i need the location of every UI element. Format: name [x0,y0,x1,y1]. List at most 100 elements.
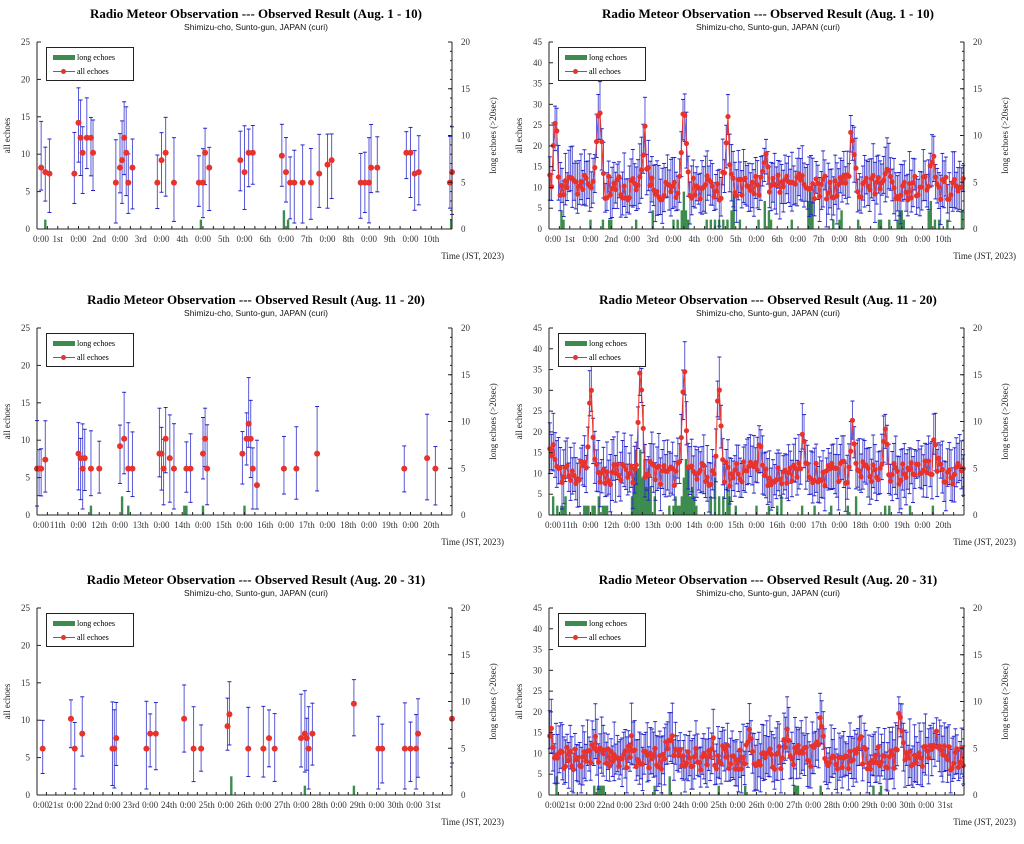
all-echo-point [709,746,715,752]
all-echo-point [649,175,655,181]
y-tick-label: 20 [533,141,543,151]
all-echo-point [162,149,169,156]
all-echo-point [195,179,202,186]
x-tick-label: 13th [133,520,150,530]
x-tick-label: 7th [301,234,313,244]
all-echo-point [166,455,173,462]
long-echo-bar [653,785,656,795]
all-echo-point [732,467,738,473]
all-echo-point [183,465,190,472]
all-echo-point [784,173,790,179]
x-tick-label: 0:00 [195,234,212,244]
all-echo-point [870,462,876,468]
all-echo-point [626,470,633,477]
chart-panel: 0 5 10 15 20 25 0 5 10 15 20 0:00 1st 0:00 2nd 0:00 3rd 0… [0,0,512,278]
all-echo-point [650,752,657,758]
all-echo-point [42,456,49,463]
x-tick-label: 9th [896,234,908,244]
all-echo-point [817,715,823,721]
all-echo-point [316,170,323,177]
long-echo-bar [757,219,760,229]
all-echo-point [283,169,289,176]
x-tick-label: 0:00 [692,800,709,810]
x-tick-label: 17th [811,520,828,530]
y-tick-label: 10 [533,468,543,478]
all-echo-point [243,435,250,442]
all-echo-point [778,766,784,772]
all-echo-point [836,478,842,485]
long-echo-bar [583,505,586,515]
all-echo-point [908,460,914,466]
all-echo-point [727,761,734,767]
all-echo-point [71,745,78,752]
y2-tick-label: 0 [461,510,466,520]
long-echo-bar [743,785,747,795]
long-echo-bar [676,505,679,515]
all-echo-point [241,169,248,176]
long-echo-bar [185,505,188,515]
x-tick-label: 0:00 [33,234,50,244]
all-echo-point [936,184,942,190]
x-tick-label: 0:00 [730,800,747,810]
all-echo-point [747,187,754,193]
y-tick-label: 15 [533,162,543,172]
all-echo-point [564,463,570,469]
all-echo-point [111,745,118,752]
x-tick-label: 0:00 [236,234,253,244]
all-echo-point [280,465,287,472]
all-echo-point [303,735,310,742]
legend-label-long: long echoes [77,52,115,62]
all-echo-point [245,420,252,427]
all-echo-point [872,752,878,758]
x-tick-label: 0:00 [624,234,641,244]
x-tick-label: 0:00 [545,800,562,810]
x-tick-label: 30th [387,800,404,810]
all-echo-point [829,460,835,467]
all-echo-point [863,175,869,181]
all-echo-point [697,467,703,473]
y-tick-label: 25 [533,686,543,696]
y-tick-label: 0 [26,790,31,800]
long-echo-bar [888,505,891,515]
y-tick-label: 25 [21,603,31,613]
long-echo-bar [120,496,124,515]
all-echo-point [925,458,932,464]
all-echo-point [610,758,616,765]
all-echo-point [247,435,254,442]
all-echo-point [704,173,710,179]
all-echo-point [143,745,150,752]
all-echo-point [936,455,942,461]
all-echo-point [868,478,875,485]
all-echo-point [190,745,197,752]
all-echo-point [949,765,955,771]
all-echo-point [665,746,671,752]
all-echo-point [818,181,824,187]
y2-tick-label: 10 [461,131,471,141]
x-tick-label: 4th [688,234,700,244]
x-tick-label: 16th [769,520,786,530]
error-bars [547,341,966,514]
all-echo-point [38,164,45,171]
legend-item-long-echoes: long echoes [53,337,115,349]
all-echo-point [858,194,864,200]
all-echo-point [799,431,805,437]
x-tick-label: 0:00 [707,520,724,530]
all-echo-point [778,480,785,487]
all-echo-point [711,194,717,200]
x-tick-label: 18th [852,520,869,530]
x-axis-label: Time (JST, 2023) [953,817,1016,827]
long-echo-bar [603,505,607,515]
all-echo-point [554,128,560,134]
all-echo-point [697,196,703,202]
x-tick-label: 0:00 [319,520,336,530]
x-tick-label: 0:00 [843,800,860,810]
all-echo-point [938,196,944,202]
all-echo-point [797,466,804,472]
all-echo-point [753,459,759,466]
all-echo-point [782,744,789,750]
all-echo-point [568,477,574,483]
all-echo-point [81,455,88,462]
x-tick-label: 20th [935,520,952,530]
